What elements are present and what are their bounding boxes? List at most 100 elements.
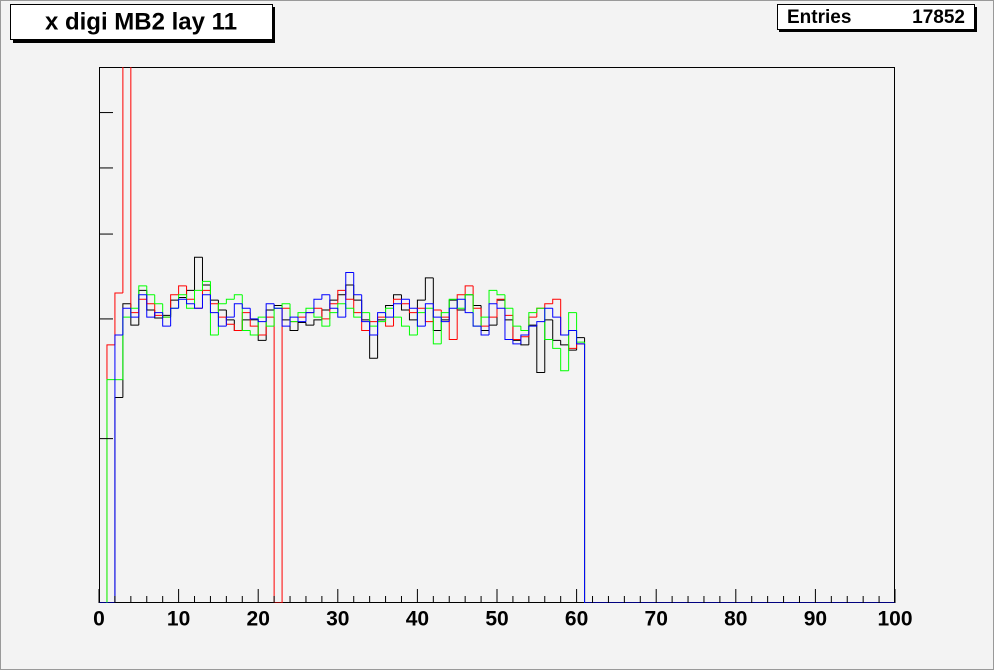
histogram-bin [321,317,330,327]
histogram-bin [536,307,545,313]
histogram-bin [281,308,291,327]
histogram-bin [321,294,330,300]
x-tick-label: 100 [877,608,912,631]
histogram-bin [289,316,298,327]
histogram-bin [241,303,251,309]
histogram-bin [297,321,306,331]
histogram-bin [257,318,267,323]
histogram-bin [424,277,434,301]
histogram-bin [400,298,410,304]
histogram-bin [576,330,585,345]
histogram-bin [560,348,569,372]
histogram-bin [225,316,235,327]
histogram-bin [273,317,283,603]
histogram-bin [369,321,378,336]
histogram-bin [448,317,458,340]
stats-box [777,4,975,30]
histogram-bin [464,299,474,314]
x-tick-label: 10 [167,608,190,631]
histogram-bin [329,294,338,309]
histogram-area [99,67,895,603]
histogram-bin [377,312,386,335]
histogram-bin [186,299,195,305]
histogram-bin [114,334,123,603]
histogram-bin [361,294,370,323]
stats-label: Entries [787,7,851,28]
x-tick-label: 0 [93,608,105,631]
histogram-bin [568,312,577,371]
histogram-bin [385,312,394,318]
histogram-bin [496,298,505,318]
plot-frame [99,67,895,603]
histogram-bin [552,308,561,318]
histogram-bin [520,334,529,344]
histogram-bin [337,308,346,318]
histogram-bin [448,307,458,322]
histogram-bin [201,294,211,309]
chart-title: x digi MB2 lay 11 [45,8,237,35]
histogram-bin [464,285,474,295]
histogram-bin [249,308,259,320]
histogram-bin [496,290,505,296]
histogram-bin [353,272,362,296]
histogram-bin [560,340,569,346]
histogram-bin [178,298,187,309]
histogram-bin [400,317,410,327]
histogram-bin [353,308,362,318]
histogram-bin [146,294,155,318]
histogram-bin [233,324,243,332]
histogram-bin [329,312,338,327]
histogram-bin [138,294,147,318]
stats-value: 17852 [912,7,965,28]
histogram-bin [504,308,513,340]
histogram-bin [233,303,243,318]
x-tick-label: 80 [724,608,747,631]
histogram-bin [154,312,163,318]
histogram-bin [536,321,545,327]
x-tick-label: 50 [485,608,508,631]
histogram-bin [297,317,306,323]
x-tick-label: 90 [804,608,827,631]
histogram-bin [337,289,346,304]
histogram-bin [194,256,203,291]
histogram-bin [512,308,521,327]
histogram-bin [265,303,275,322]
histogram-bin [568,330,577,335]
histogram-bin [440,312,450,344]
histogram-bin [257,316,267,335]
histogram-bin [106,379,115,603]
histogram-bin [225,298,235,304]
x-tick-label: 70 [645,608,668,631]
histogram-bin [480,316,490,327]
histogram-bin [178,285,187,295]
histogram-bin [440,317,450,323]
histogram-bin [472,312,482,327]
histogram-bin [424,303,434,327]
histogram-bin [456,298,466,309]
histogram-bin [552,298,561,304]
histogram-bin [122,307,131,335]
histogram-bin [544,303,553,309]
histogram-bin [209,294,219,314]
histogram-bin [217,312,227,327]
histogram-bin [122,67,124,294]
histogram-bin [313,298,322,313]
histogram-bin [584,343,593,603]
histogram-bin [488,303,497,335]
histogram-bin [520,326,529,332]
histogram-bin [273,303,283,309]
histogram-bin [432,308,442,345]
title-box [10,4,273,40]
histogram-bin [194,303,203,309]
histogram-bin [512,339,521,345]
histogram-bin [249,330,259,336]
histogram-bin [130,308,139,318]
histogram-bin [313,319,322,326]
histogram-bin [114,292,123,345]
histogram-bin [544,307,553,322]
histogram-bin [536,325,545,374]
histogram-bin [281,303,291,309]
histogram-bin [432,303,442,318]
histogram-bin [170,307,179,327]
